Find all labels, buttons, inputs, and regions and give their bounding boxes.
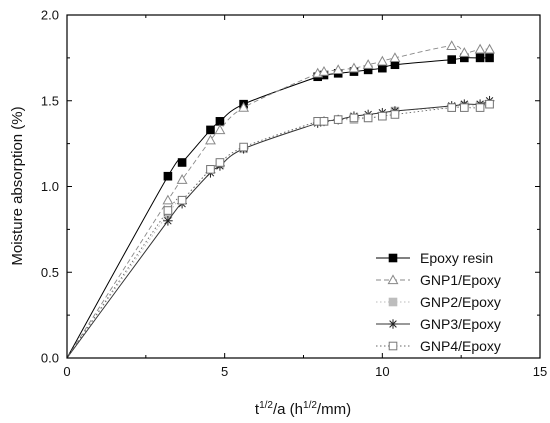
- data-point: [378, 63, 387, 73]
- legend-item: GNP1/Epoxy: [376, 272, 501, 288]
- data-point: [215, 117, 225, 126]
- data-point: [177, 195, 187, 205]
- data-point: [376, 55, 388, 66]
- legend-item: GNP2/Epoxy: [376, 294, 501, 310]
- data-point: [362, 59, 374, 69]
- data-point: [475, 103, 485, 112]
- x-tick-label: 0: [63, 364, 70, 379]
- data-point: [332, 64, 344, 75]
- data-point: [206, 125, 215, 135]
- legend-label: GNP1/Epoxy: [420, 272, 501, 288]
- data-point: [475, 53, 485, 63]
- legend-item: Epoxy resin: [376, 250, 493, 266]
- data-point: [458, 47, 470, 57]
- data-point: [484, 43, 495, 54]
- legend-marker: [388, 319, 398, 329]
- x-tick-label: 15: [533, 364, 547, 379]
- series-4: [66, 99, 494, 359]
- data-point: [378, 111, 387, 121]
- y-tick-label: 1.0: [41, 179, 59, 194]
- data-point: [474, 43, 486, 54]
- data-point: [163, 171, 173, 181]
- data-point: [162, 194, 174, 205]
- series-layer: [66, 40, 495, 359]
- data-point: [318, 65, 330, 76]
- data-point: [390, 110, 400, 119]
- data-point: [447, 55, 457, 64]
- data-point: [205, 134, 216, 145]
- data-point: [215, 158, 225, 167]
- legend-marker: [388, 341, 398, 351]
- data-point: [176, 174, 188, 184]
- data-point: [177, 158, 187, 167]
- legend-label: GNP3/Epoxy: [420, 316, 501, 332]
- data-point: [447, 103, 457, 112]
- data-point: [485, 99, 494, 109]
- x-tick-label: 5: [221, 364, 228, 379]
- data-point: [163, 206, 173, 215]
- data-point: [214, 124, 226, 135]
- series-1: [66, 40, 495, 359]
- data-point: [163, 216, 173, 226]
- legend-marker: [388, 253, 398, 263]
- data-point: [319, 117, 329, 126]
- y-axis-title: Moisture absorption (%): [9, 106, 26, 265]
- y-tick-label: 2.0: [41, 8, 59, 23]
- y-axis-ticks: 0.0 0.5 1.0 1.5 2.0: [41, 8, 540, 366]
- y-tick-label: 0.0: [41, 351, 59, 366]
- legend-item: GNP4/Epoxy: [376, 338, 501, 354]
- data-point: [239, 142, 248, 152]
- data-point: [363, 113, 373, 123]
- x-axis-title: t1/2/a (h1/2/mm): [255, 400, 351, 418]
- legend-label: Epoxy resin: [420, 250, 493, 266]
- y-tick-label: 0.5: [41, 265, 59, 280]
- data-point: [460, 103, 469, 112]
- legend-marker: [387, 274, 399, 285]
- data-point: [389, 52, 401, 63]
- legend-label: GNP4/Epoxy: [420, 338, 501, 354]
- legend: Epoxy resin GNP1/Epoxy GNP2/Epoxy GNP3/Epox…: [376, 250, 501, 354]
- data-point: [446, 40, 458, 51]
- x-tick-label: 10: [375, 364, 389, 379]
- data-point: [349, 113, 359, 123]
- legend-marker: [388, 297, 398, 307]
- data-point: [206, 165, 215, 174]
- data-point: [238, 101, 250, 112]
- data-point: [390, 60, 400, 70]
- y-tick-label: 1.5: [41, 93, 59, 108]
- data-point: [485, 53, 494, 63]
- data-point: [348, 62, 360, 73]
- legend-label: GNP2/Epoxy: [420, 294, 501, 310]
- x-axis-ticks: 0 5 10 15: [63, 15, 547, 379]
- data-point: [333, 115, 343, 124]
- legend-item: GNP3/Epoxy: [376, 316, 501, 332]
